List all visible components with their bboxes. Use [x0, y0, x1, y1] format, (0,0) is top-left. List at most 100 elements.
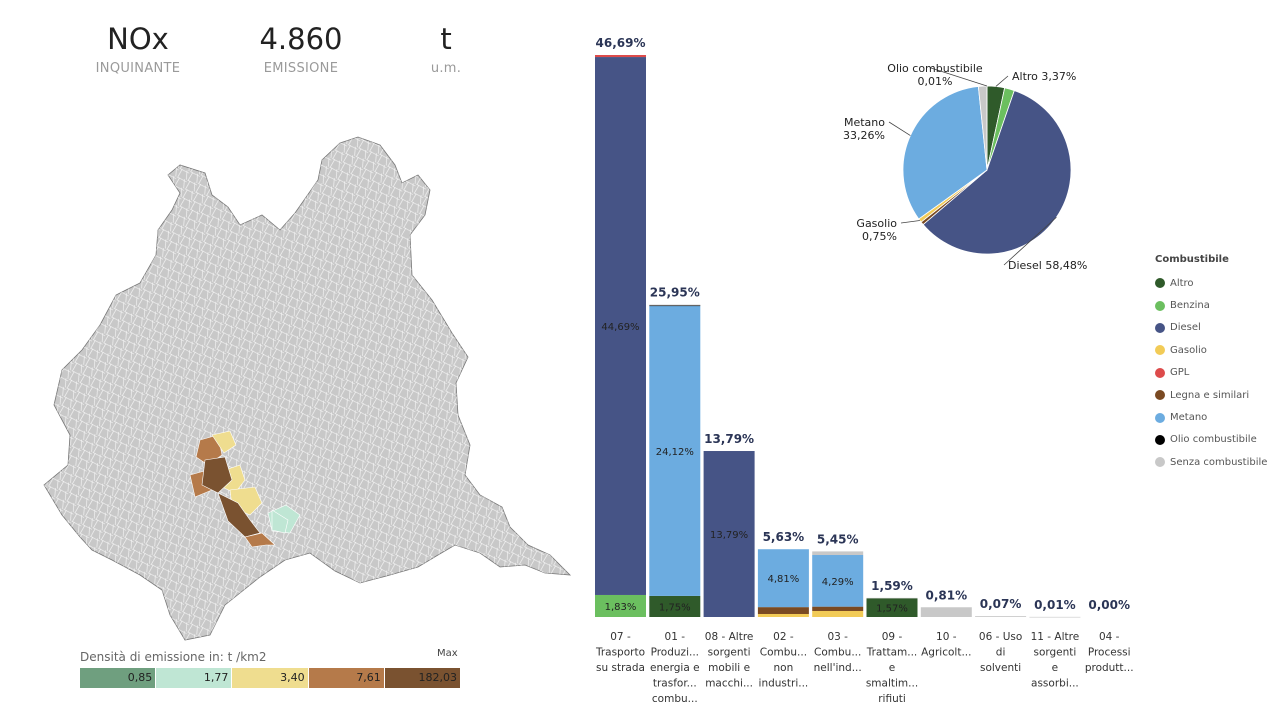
- fuel-legend: Combustibile Altro Benzina Diesel Gasolio GP…: [1155, 254, 1267, 474]
- pie-leader-line: [888, 121, 911, 136]
- density-legend-max: Max: [437, 648, 458, 659]
- sector-bar-chart: 1,83% 44,69% 46,69% 07 -Trasporto su strada 1…: [595, 36, 1134, 705]
- bar-total-label: 13,79%: [704, 432, 754, 446]
- bar-segment-label: 1,83%: [605, 602, 637, 613]
- bar-segment-2-4[interactable]: [649, 304, 701, 306]
- legend-dot-icon: [1155, 322, 1165, 333]
- bar-total-label: 0,81%: [925, 588, 967, 602]
- fuel-legend-item[interactable]: Metano: [1155, 406, 1267, 428]
- bar-segment-6-2[interactable]: [866, 597, 918, 599]
- bar-segment-2-2[interactable]: [649, 305, 701, 596]
- bar-segment-4-1[interactable]: [757, 613, 809, 617]
- bar-segment-label: 1,75%: [659, 602, 691, 613]
- fuel-legend-label: Altro: [1170, 277, 1194, 289]
- legend-dot-icon: [1155, 278, 1165, 289]
- bar-segment-7-1[interactable]: [920, 607, 972, 617]
- bar-segment-label: 24,12%: [656, 447, 694, 458]
- kpi-pollutant-label: INQUINANTE: [95, 61, 181, 76]
- kpi-unit-label: u.m.: [430, 61, 462, 76]
- bar-total-label: 0,07%: [980, 597, 1022, 611]
- fuel-legend-item[interactable]: Gasolio: [1155, 339, 1267, 361]
- kpi-unit-value: t: [440, 22, 452, 56]
- kpi-unit: t u.m.: [371, 20, 521, 76]
- legend-dot-icon: [1155, 300, 1165, 311]
- bar-segment-4-3[interactable]: [757, 549, 809, 608]
- category-label: 01 -Produzi... energia e trasfor... combu..…: [650, 631, 700, 705]
- density-class-4: 7,61: [308, 668, 385, 688]
- fuel-legend-label: Gasolio: [1170, 344, 1207, 356]
- fuel-legend-item[interactable]: Altro: [1155, 272, 1267, 294]
- kpi-emission-label: EMISSIONE: [263, 61, 339, 76]
- bar-segment-1-1[interactable]: [595, 594, 646, 617]
- legend-dot-icon: [1155, 457, 1165, 468]
- pie-leader-line: [900, 220, 920, 224]
- region-map[interactable]: [40, 135, 580, 645]
- bar-segment-1-3[interactable]: [595, 55, 646, 58]
- pie-leader-line: [995, 75, 1009, 87]
- bar-total-label: 1,59%: [871, 579, 913, 593]
- pie-slice-metano[interactable]: [902, 86, 988, 220]
- pie-label: Olio combustibile 0,01%: [887, 62, 983, 88]
- bar-segment-label: 1,57%: [876, 604, 908, 615]
- density-legend-bar: 0,85 1,77 3,40 7,61 182,03: [80, 668, 462, 688]
- bar-segment-1-2[interactable]: [595, 57, 646, 595]
- bar-segment-5-2[interactable]: [812, 606, 864, 611]
- category-label: 06 - Uso di solventi: [979, 631, 1022, 674]
- bar-segment-5-4[interactable]: [812, 551, 864, 556]
- bar-segment-4-2[interactable]: [757, 607, 809, 614]
- bar-total-label: 25,95%: [650, 286, 700, 300]
- bar-segment-5-3[interactable]: [812, 555, 864, 607]
- bar-segment-label: 44,69%: [601, 322, 639, 333]
- bar-segment-9-1[interactable]: [1029, 616, 1081, 618]
- map-highlighted-municipalities[interactable]: [189, 430, 301, 548]
- bar-segment-label: 4,29%: [822, 577, 854, 588]
- pie-label: Gasolio 0,75%: [856, 217, 897, 243]
- bar-segment-3-1[interactable]: [703, 451, 755, 617]
- bar-total-label: 46,69%: [596, 36, 646, 50]
- fuel-legend-label: Benzina: [1170, 300, 1210, 312]
- kpi-pollutant: NOx INQUINANTE: [63, 20, 213, 76]
- fuel-legend-item[interactable]: Benzina: [1155, 294, 1267, 316]
- fuel-legend-item[interactable]: Olio combustibile: [1155, 429, 1267, 451]
- fuel-legend-title: Combustibile: [1155, 254, 1229, 265]
- bar-total-label: 0,00%: [1088, 598, 1130, 612]
- category-label: 07 -Trasporto su strada: [595, 631, 645, 674]
- kpi-pollutant-value: NOx: [107, 22, 169, 56]
- density-class-5: 182,03: [384, 668, 462, 688]
- bar-total-label: 5,63%: [763, 530, 805, 544]
- fuel-legend-item[interactable]: GPL: [1155, 362, 1267, 384]
- bar-segment-6-1[interactable]: [866, 598, 918, 617]
- category-label: 03 -Combu... nell'ind...: [814, 631, 862, 674]
- pie-label: Metano 33,26%: [843, 116, 885, 142]
- bar-total-label: 0,01%: [1034, 598, 1076, 612]
- legend-dot-icon: [1155, 345, 1165, 356]
- category-label: 08 - Altre sorgenti mobili e macchi...: [705, 631, 754, 690]
- legend-dot-icon: [1155, 412, 1165, 423]
- pie-label: Diesel 58,48%: [1008, 259, 1087, 272]
- density-class-1: 0,85: [80, 668, 157, 688]
- category-label: 04 -Processi produtt...: [1085, 631, 1134, 674]
- fuel-legend-label: GPL: [1170, 367, 1190, 379]
- fuel-legend-item[interactable]: Senza combustibile: [1155, 451, 1267, 473]
- kpi-emission-value: 4.860: [259, 22, 343, 56]
- bar-total-label: 5,45%: [817, 532, 859, 546]
- category-label: 02 -Combu... non industri...: [759, 631, 809, 690]
- kpi-emission: 4.860 EMISSIONE: [226, 20, 376, 76]
- density-legend-title: Densità di emissione in: t /km2: [80, 650, 267, 664]
- fuel-legend-item[interactable]: Diesel: [1155, 317, 1267, 339]
- density-class-2: 1,77: [156, 668, 233, 688]
- fuel-legend-label: Senza combustibile: [1170, 456, 1268, 468]
- fuel-legend-label: Diesel: [1170, 322, 1201, 334]
- legend-dot-icon: [1155, 434, 1165, 445]
- category-label: 09 -Trattam... e smaltim... rifiuti: [866, 631, 918, 705]
- map-region-shape: [43, 136, 572, 641]
- bar-segment-2-3[interactable]: [649, 305, 701, 307]
- density-class-3: 3,40: [232, 668, 309, 688]
- bar-segment-2-1[interactable]: [649, 595, 701, 617]
- bar-segment-8-1[interactable]: [975, 616, 1027, 617]
- fuel-pie-chart: Altro 3,37% Diesel 58,48% Gasolio 0,75% Meta…: [843, 62, 1087, 272]
- bar-segment-label: 4,81%: [768, 574, 800, 585]
- bar-segment-5-1[interactable]: [812, 610, 864, 617]
- pie-leader-line: [1003, 216, 1057, 266]
- fuel-legend-item[interactable]: Legna e similari: [1155, 384, 1267, 406]
